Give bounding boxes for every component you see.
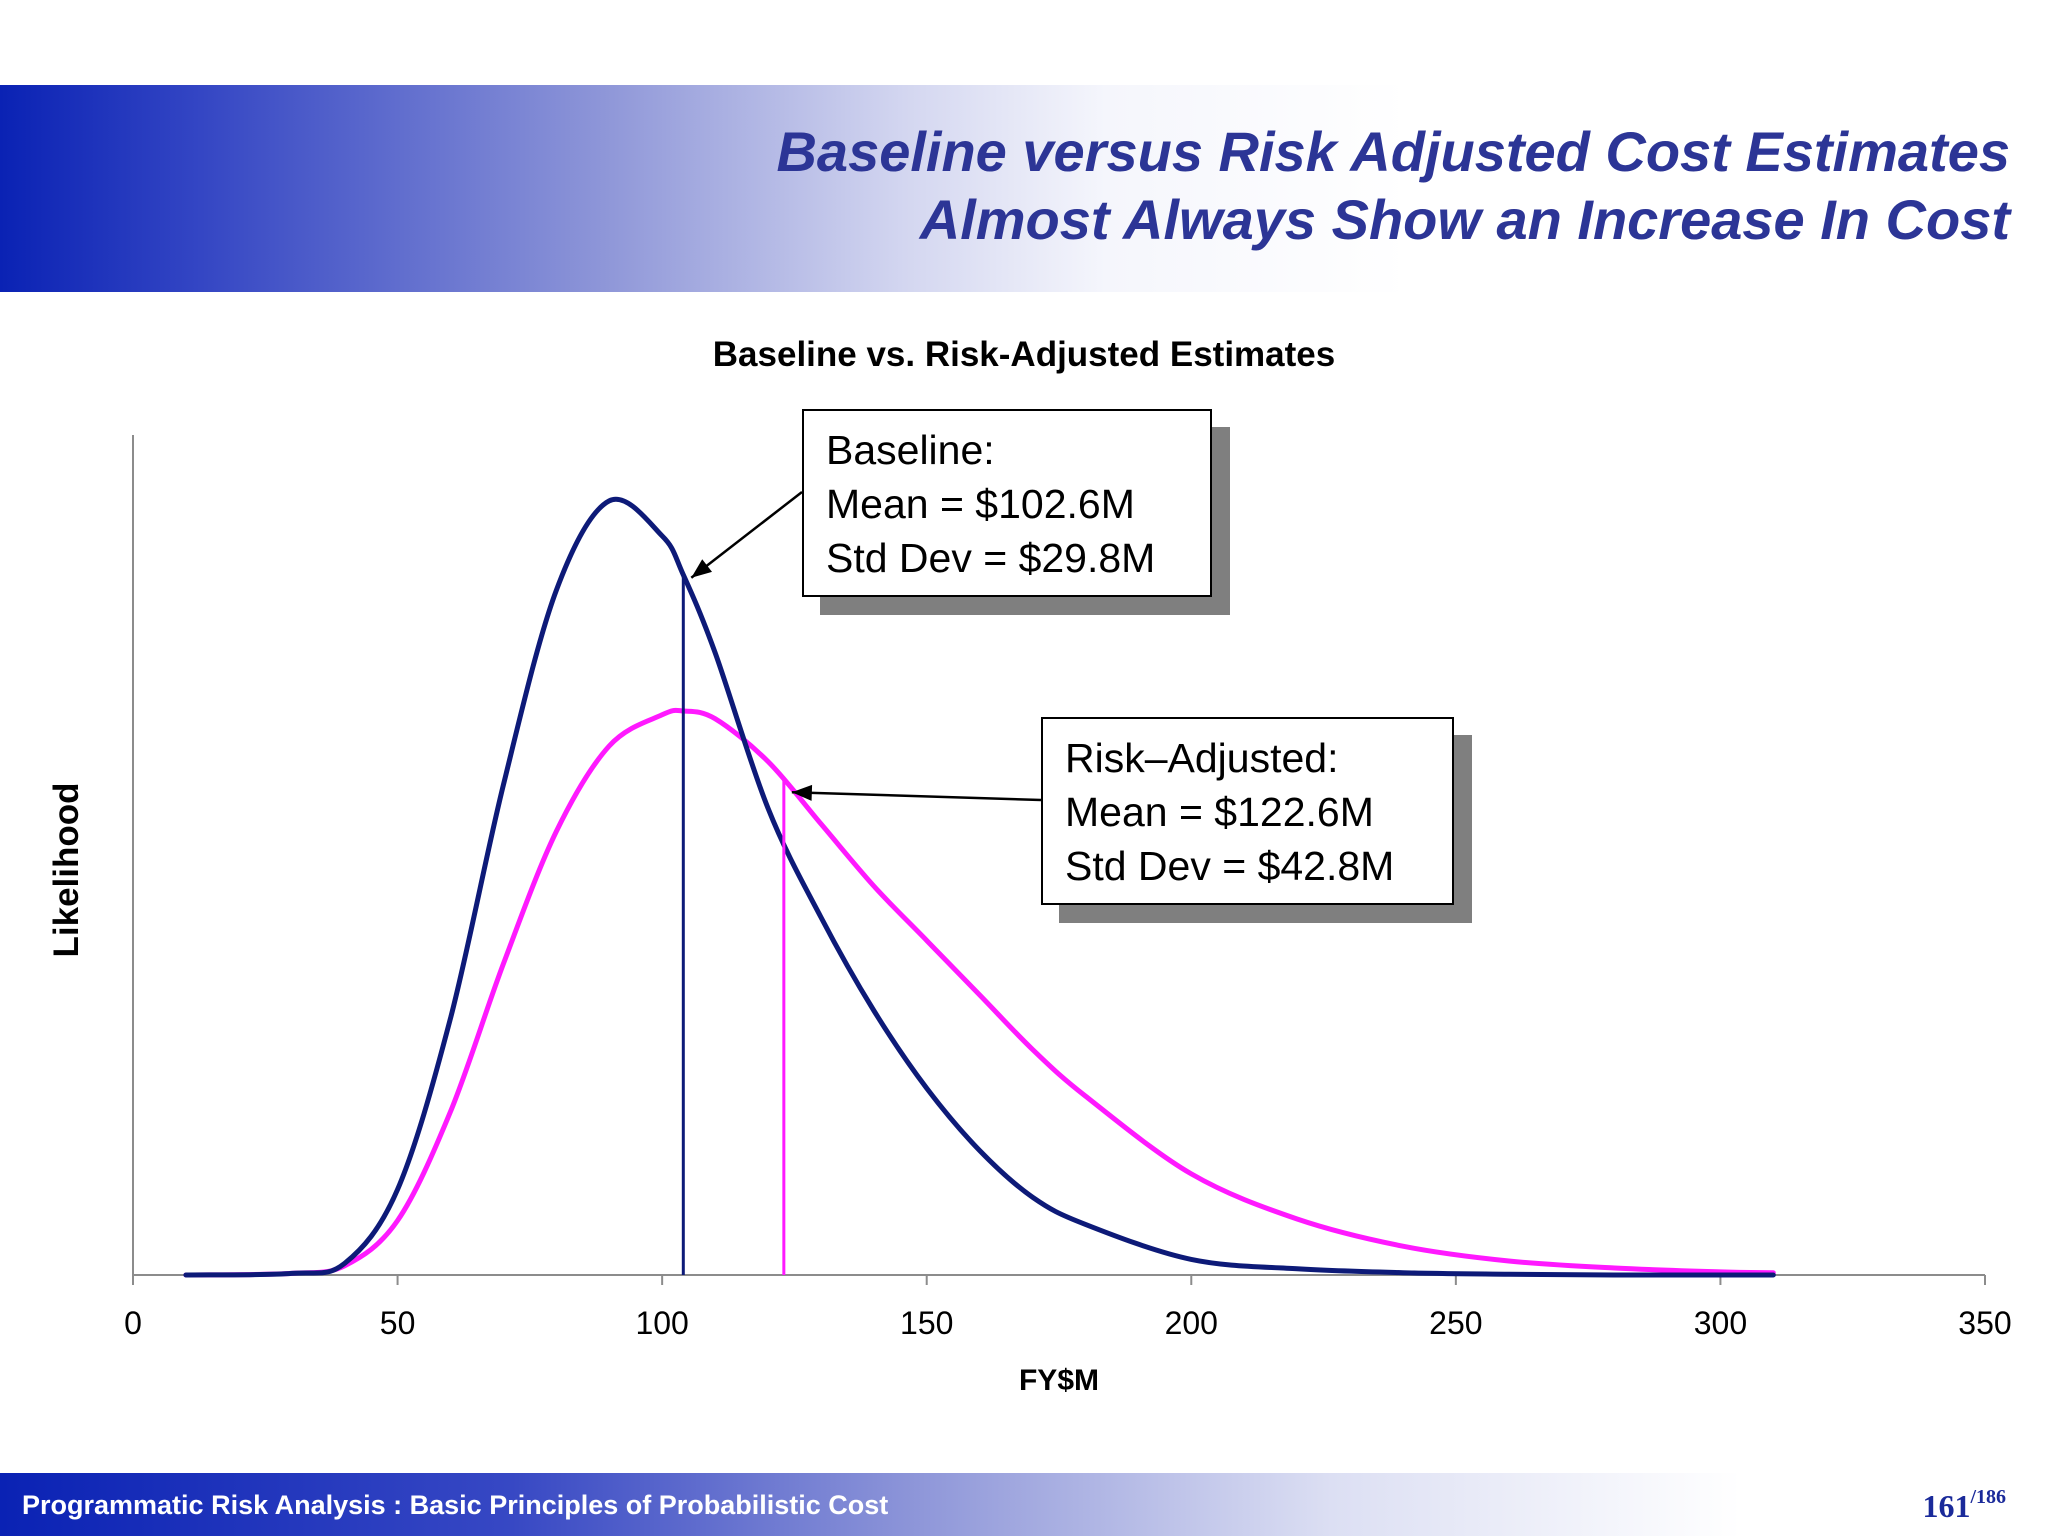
- baseline-arrow: [690, 491, 803, 579]
- x-tick-label: 0: [124, 1305, 142, 1341]
- series-layer: [183, 496, 1776, 1278]
- slide-title: Baseline versus Risk Adjusted Cost Estim…: [776, 118, 2010, 254]
- baseline-curve: [183, 496, 1776, 1278]
- risk-adjusted-arrow: [791, 784, 1042, 802]
- risk-adjusted-callout-std: Std Dev = $42.8M: [1065, 843, 1395, 889]
- footer-text: Programmatic Risk Analysis : Basic Princ…: [22, 1490, 889, 1520]
- x-tick-label: 150: [900, 1305, 953, 1341]
- baseline-callout-std: Std Dev = $29.8M: [826, 535, 1156, 581]
- callout-arrows: [690, 491, 1042, 802]
- slide-title-line2: Almost Always Show an Increase In Cost: [919, 188, 2010, 251]
- risk-adjusted-curve: [183, 707, 1776, 1278]
- x-tick-label: 50: [380, 1305, 416, 1341]
- x-tick-label: 250: [1429, 1305, 1482, 1341]
- x-tick-label: 100: [635, 1305, 688, 1341]
- baseline-callout-name: Baseline:: [826, 427, 995, 473]
- distribution-chart: 0 50 100 150 200 250 300 350 Likelihood FY$M: [47, 435, 2012, 1397]
- risk-adjusted-callout: Risk–Adjusted: Mean = $122.6M Std Dev = …: [1041, 717, 1454, 905]
- page-number-current: 161: [1922, 1488, 1971, 1524]
- x-tick-label: 350: [1958, 1305, 2011, 1341]
- chart-title: Baseline vs. Risk-Adjusted Estimates: [712, 335, 1336, 374]
- x-axis-label: FY$M: [1019, 1364, 1099, 1397]
- x-tick-label: 200: [1165, 1305, 1218, 1341]
- risk-adjusted-callout-mean: Mean = $122.6M: [1065, 789, 1374, 835]
- footer-band: [0, 1473, 2048, 1536]
- x-tick-label: 300: [1694, 1305, 1747, 1341]
- page-number-total: /186: [1970, 1486, 2006, 1508]
- baseline-callout: Baseline: Mean = $102.6M Std Dev = $29.8…: [802, 409, 1212, 597]
- risk-adjusted-callout-name: Risk–Adjusted:: [1065, 735, 1339, 781]
- page-number: 161/186: [1922, 1486, 2006, 1525]
- header-band: [0, 85, 2010, 292]
- baseline-callout-mean: Mean = $102.6M: [826, 481, 1135, 527]
- y-axis-label: Likelihood: [47, 783, 86, 958]
- slide-title-line1: Baseline versus Risk Adjusted Cost Estim…: [776, 120, 2010, 183]
